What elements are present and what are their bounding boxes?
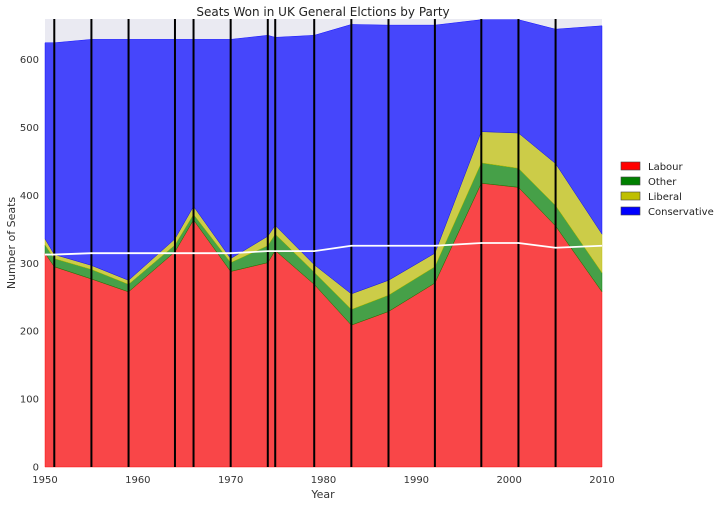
legend-label-liberal: Liberal — [648, 192, 682, 203]
legend-swatch-liberal — [620, 191, 641, 201]
x-axis-label: Year — [310, 488, 335, 501]
y-tick-label-100: 100 — [20, 395, 39, 406]
legend-swatch-other — [620, 176, 641, 186]
legend: Labour Other Liberal Conservative — [620, 161, 714, 218]
legend-label-labour: Labour — [648, 162, 684, 173]
x-tick-label-1960: 1960 — [125, 475, 150, 486]
legend-label-conservative: Conservative — [648, 207, 714, 218]
legend-swatch-labour — [620, 161, 641, 171]
legend-label-other: Other — [648, 177, 677, 188]
legend-swatch-conservative — [620, 206, 641, 216]
x-tick-label-1990: 1990 — [404, 475, 429, 486]
x-tick-label-1980: 1980 — [311, 475, 336, 486]
y-tick-label-300: 300 — [20, 259, 39, 270]
area-layers — [44, 19, 603, 468]
chart-title: Seats Won in UK General Elctions by Part… — [196, 5, 449, 19]
x-tick-label-2000: 2000 — [496, 475, 521, 486]
majority-line-group — [45, 242, 603, 256]
x-tick-label-1970: 1970 — [218, 475, 243, 486]
y-tick-label-0: 0 — [33, 463, 39, 474]
y-axis-label: Number of Seats — [5, 197, 18, 290]
y-tick-label-600: 600 — [20, 55, 39, 66]
y-tick-label-400: 400 — [20, 191, 39, 202]
y-ticks: 0 100 200 300 400 500 600 — [20, 55, 39, 473]
y-tick-label-200: 200 — [20, 327, 39, 338]
area-conservative — [44, 19, 603, 295]
x-ticks: 1950 1960 1970 1980 1990 2000 2010 — [32, 475, 614, 486]
x-tick-label-1950: 1950 — [32, 475, 57, 486]
majority-line — [45, 242, 603, 256]
y-tick-label-500: 500 — [20, 123, 39, 134]
x-tick-label-2010: 2010 — [589, 475, 614, 486]
